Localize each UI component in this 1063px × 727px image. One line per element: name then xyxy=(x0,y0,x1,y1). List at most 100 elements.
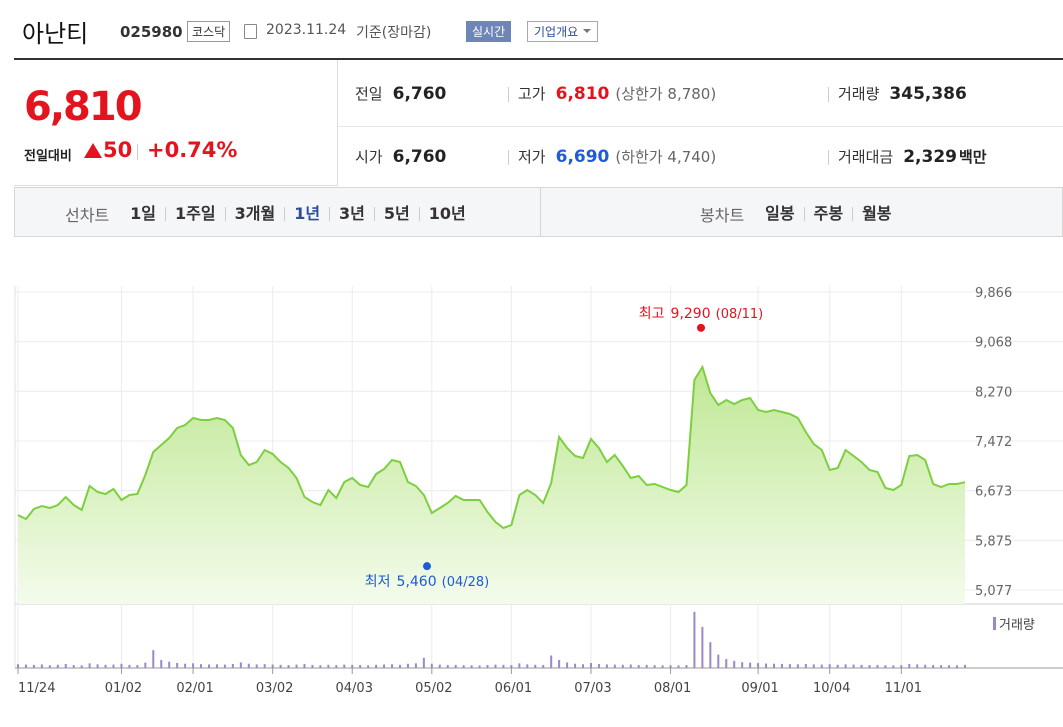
candle-tab[interactable]: 주봉 xyxy=(803,206,852,222)
price-box xyxy=(14,60,338,186)
y-tick-label: 8,270 xyxy=(975,385,1012,400)
stat-value: 6,810 xyxy=(555,84,610,104)
volume-bar xyxy=(924,664,927,668)
tab-group-label: 봉차트 xyxy=(700,206,745,225)
volume-bar xyxy=(908,663,911,668)
volume-bar xyxy=(295,664,298,668)
volume-bar xyxy=(335,665,338,668)
stat-value: 2,329 xyxy=(903,147,957,167)
volume-bar xyxy=(430,663,433,668)
stat-label: 고가 xyxy=(518,85,546,103)
x-tick-label: 11/24 xyxy=(18,681,55,696)
extreme-date: (04/28) xyxy=(442,575,490,590)
y-tick-label: 5,077 xyxy=(975,584,1012,599)
volume-bar xyxy=(574,663,577,668)
volume-bar xyxy=(414,663,417,668)
volume-bar xyxy=(542,664,545,668)
volume-bar xyxy=(788,664,791,668)
volume-bar xyxy=(263,664,266,668)
volume-bar xyxy=(804,663,807,668)
stock-name: 아난티 xyxy=(22,20,89,48)
volume-bar xyxy=(160,659,163,668)
area-fill xyxy=(18,367,965,604)
date: 2023.11.24 xyxy=(266,22,347,38)
overview-dropdown[interactable]: 기업개요 xyxy=(527,21,599,42)
volume-bar xyxy=(112,664,115,668)
stat-note: (상한가 8,780) xyxy=(615,85,717,103)
volume-bar xyxy=(685,665,688,668)
stat-value: 6,690 xyxy=(555,147,610,167)
stat: 거래량 345,386 xyxy=(838,83,967,104)
volume-bar xyxy=(319,665,322,668)
volume-bar xyxy=(558,659,561,668)
volume-bar xyxy=(605,664,608,668)
period-tab[interactable]: 5년 xyxy=(373,206,419,222)
volume-bar xyxy=(48,665,51,668)
volume-bar xyxy=(812,664,815,668)
y-tick-label: 6,673 xyxy=(975,485,1012,500)
volume-bar xyxy=(72,665,75,668)
volume-bar xyxy=(470,665,473,668)
legend-swatch xyxy=(993,617,996,630)
volume-bar xyxy=(892,665,895,668)
x-tick-label: 02/01 xyxy=(176,681,213,696)
volume-bar xyxy=(343,664,346,668)
volume-bar xyxy=(287,665,290,668)
volume-bar xyxy=(964,664,966,668)
volume-bar xyxy=(582,664,585,668)
volume-bar xyxy=(17,664,19,668)
x-tick-label: 08/01 xyxy=(654,681,691,696)
volume-bar xyxy=(709,642,712,668)
stat-unit: 백만 xyxy=(958,148,987,166)
period-tab[interactable]: 3년 xyxy=(329,206,374,222)
volume-bar xyxy=(733,660,736,668)
volume-bar xyxy=(486,664,489,668)
doc-icon xyxy=(244,24,257,39)
stat-value: 345,386 xyxy=(889,84,967,104)
period-tab[interactable]: 10년 xyxy=(418,206,475,222)
extreme-text: 최고 xyxy=(639,306,665,322)
volume-bar xyxy=(367,665,370,668)
volume-bar xyxy=(24,664,27,668)
volume-bar xyxy=(852,664,855,668)
volume-bar xyxy=(231,663,234,668)
period-tab[interactable]: 1일 xyxy=(130,204,157,223)
volume-bar xyxy=(780,663,783,668)
volume-bar xyxy=(223,664,226,668)
extreme-label: 최저 5,460 (04/28) xyxy=(365,574,489,590)
volume-bar xyxy=(566,662,569,668)
volume-bar xyxy=(96,664,99,668)
volume-bar xyxy=(940,665,943,668)
volume-bar xyxy=(144,662,147,668)
period-tab[interactable]: 3개월 xyxy=(224,206,285,222)
extreme-dot xyxy=(423,562,431,571)
realtime-button[interactable]: 실시간 xyxy=(466,21,512,42)
volume-bar xyxy=(749,662,752,668)
volume-bar xyxy=(64,663,67,668)
separator xyxy=(508,150,509,165)
separator xyxy=(137,144,138,160)
x-tick-label: 11/01 xyxy=(885,681,922,696)
volume-bar xyxy=(176,663,179,668)
x-tick-label: 07/03 xyxy=(574,681,611,696)
stat: 고가 6,810 (상한가 8,780) xyxy=(518,83,716,104)
volume-bar xyxy=(550,655,553,668)
volume-bar xyxy=(526,664,529,668)
candle-tab[interactable]: 일봉 xyxy=(765,204,795,223)
candle-tabs: 봉차트 일봉 주봉 월봉 xyxy=(700,202,901,226)
volume-bar xyxy=(391,664,394,668)
period-tab[interactable]: 1주일 xyxy=(165,206,225,222)
stock-code: 025980 xyxy=(120,23,183,41)
volume-bar xyxy=(884,665,887,668)
volume-bar xyxy=(653,665,656,668)
volume-bar xyxy=(375,664,378,668)
volume-bar xyxy=(192,663,195,668)
volume-bar xyxy=(765,663,768,668)
period-tab[interactable]: 1년 xyxy=(284,206,329,222)
separator xyxy=(828,150,829,165)
candle-tab[interactable]: 월봉 xyxy=(852,206,900,222)
volume-bar xyxy=(398,664,401,668)
volume-bar xyxy=(406,663,409,668)
volume-bar xyxy=(128,664,131,668)
volume-bar xyxy=(916,664,919,668)
